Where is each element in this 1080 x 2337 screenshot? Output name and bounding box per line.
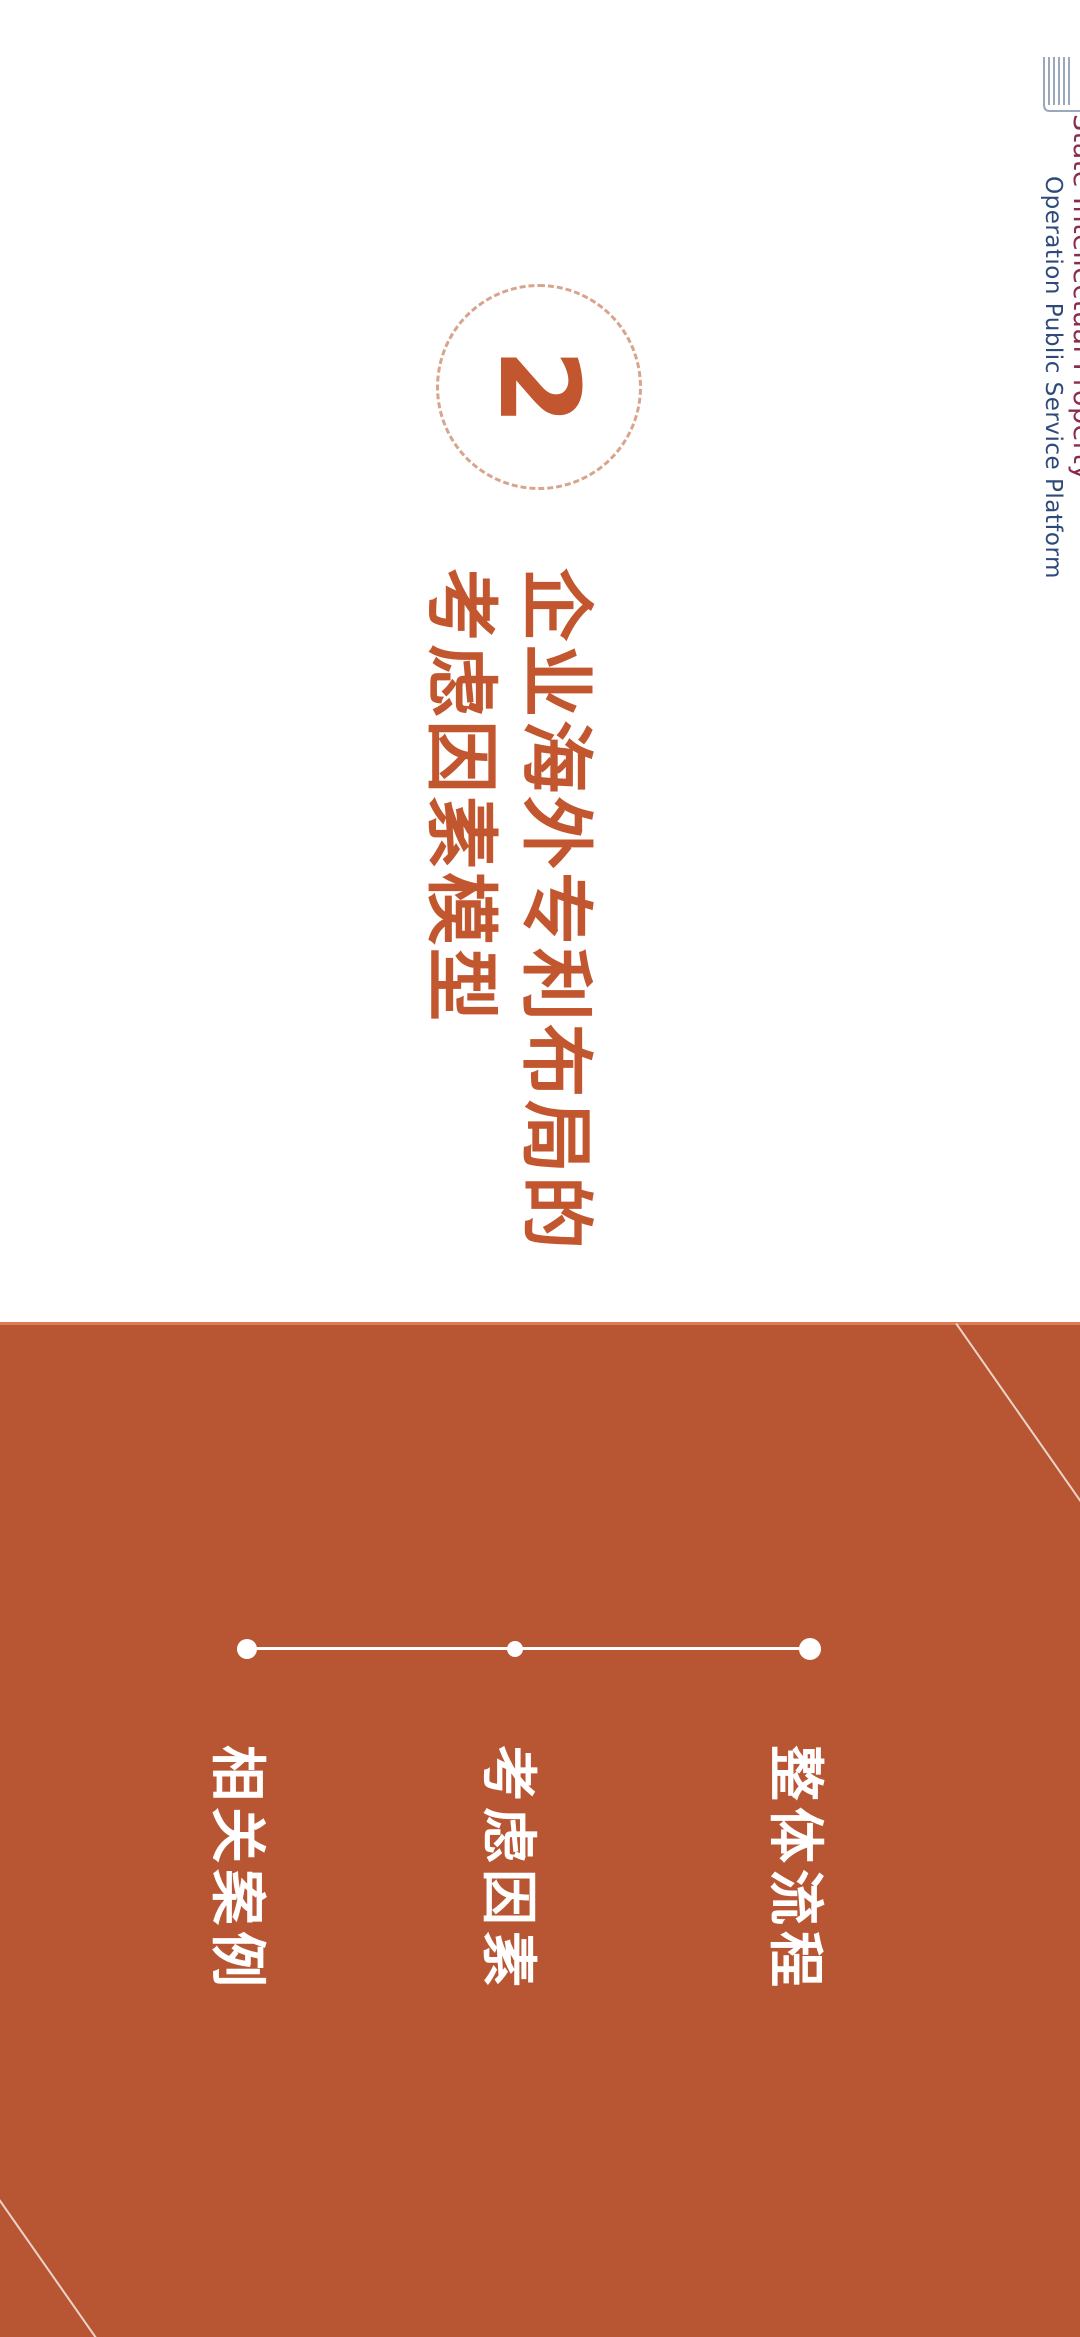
platform-logo-icon [1043,57,1080,112]
timeline-dot-2[interactable] [507,1641,523,1657]
org-name-line-1: State Intellectual Property [1067,114,1080,481]
nav-panel [0,1322,1080,2337]
slide-top: State Intellectual Property Operation Pu… [418,57,1080,1252]
section-number-badge: 2 [436,284,642,490]
timeline-dot-3[interactable] [237,1639,257,1659]
nav-timeline [247,1647,810,1650]
section-title-line-1: 企业海外专利布局的 [513,568,598,1252]
org-name-line-2: Operation Public Service Platform [1040,176,1066,579]
section-title-line-2: 考虑因素模型 [418,568,503,1024]
nav-item-overall-process[interactable]: 整体流程 [762,1745,827,1993]
decor-diagonal-top [955,1323,1080,1521]
section-number: 2 [475,348,603,426]
decor-diagonal-bottom [0,2199,98,2337]
nav-item-related-cases[interactable]: 相关案例 [204,1745,269,1993]
nav-item-factors[interactable]: 考虑因素 [475,1745,540,1993]
panel-divider [0,1322,1080,1325]
timeline-dot-1[interactable] [799,1638,821,1660]
